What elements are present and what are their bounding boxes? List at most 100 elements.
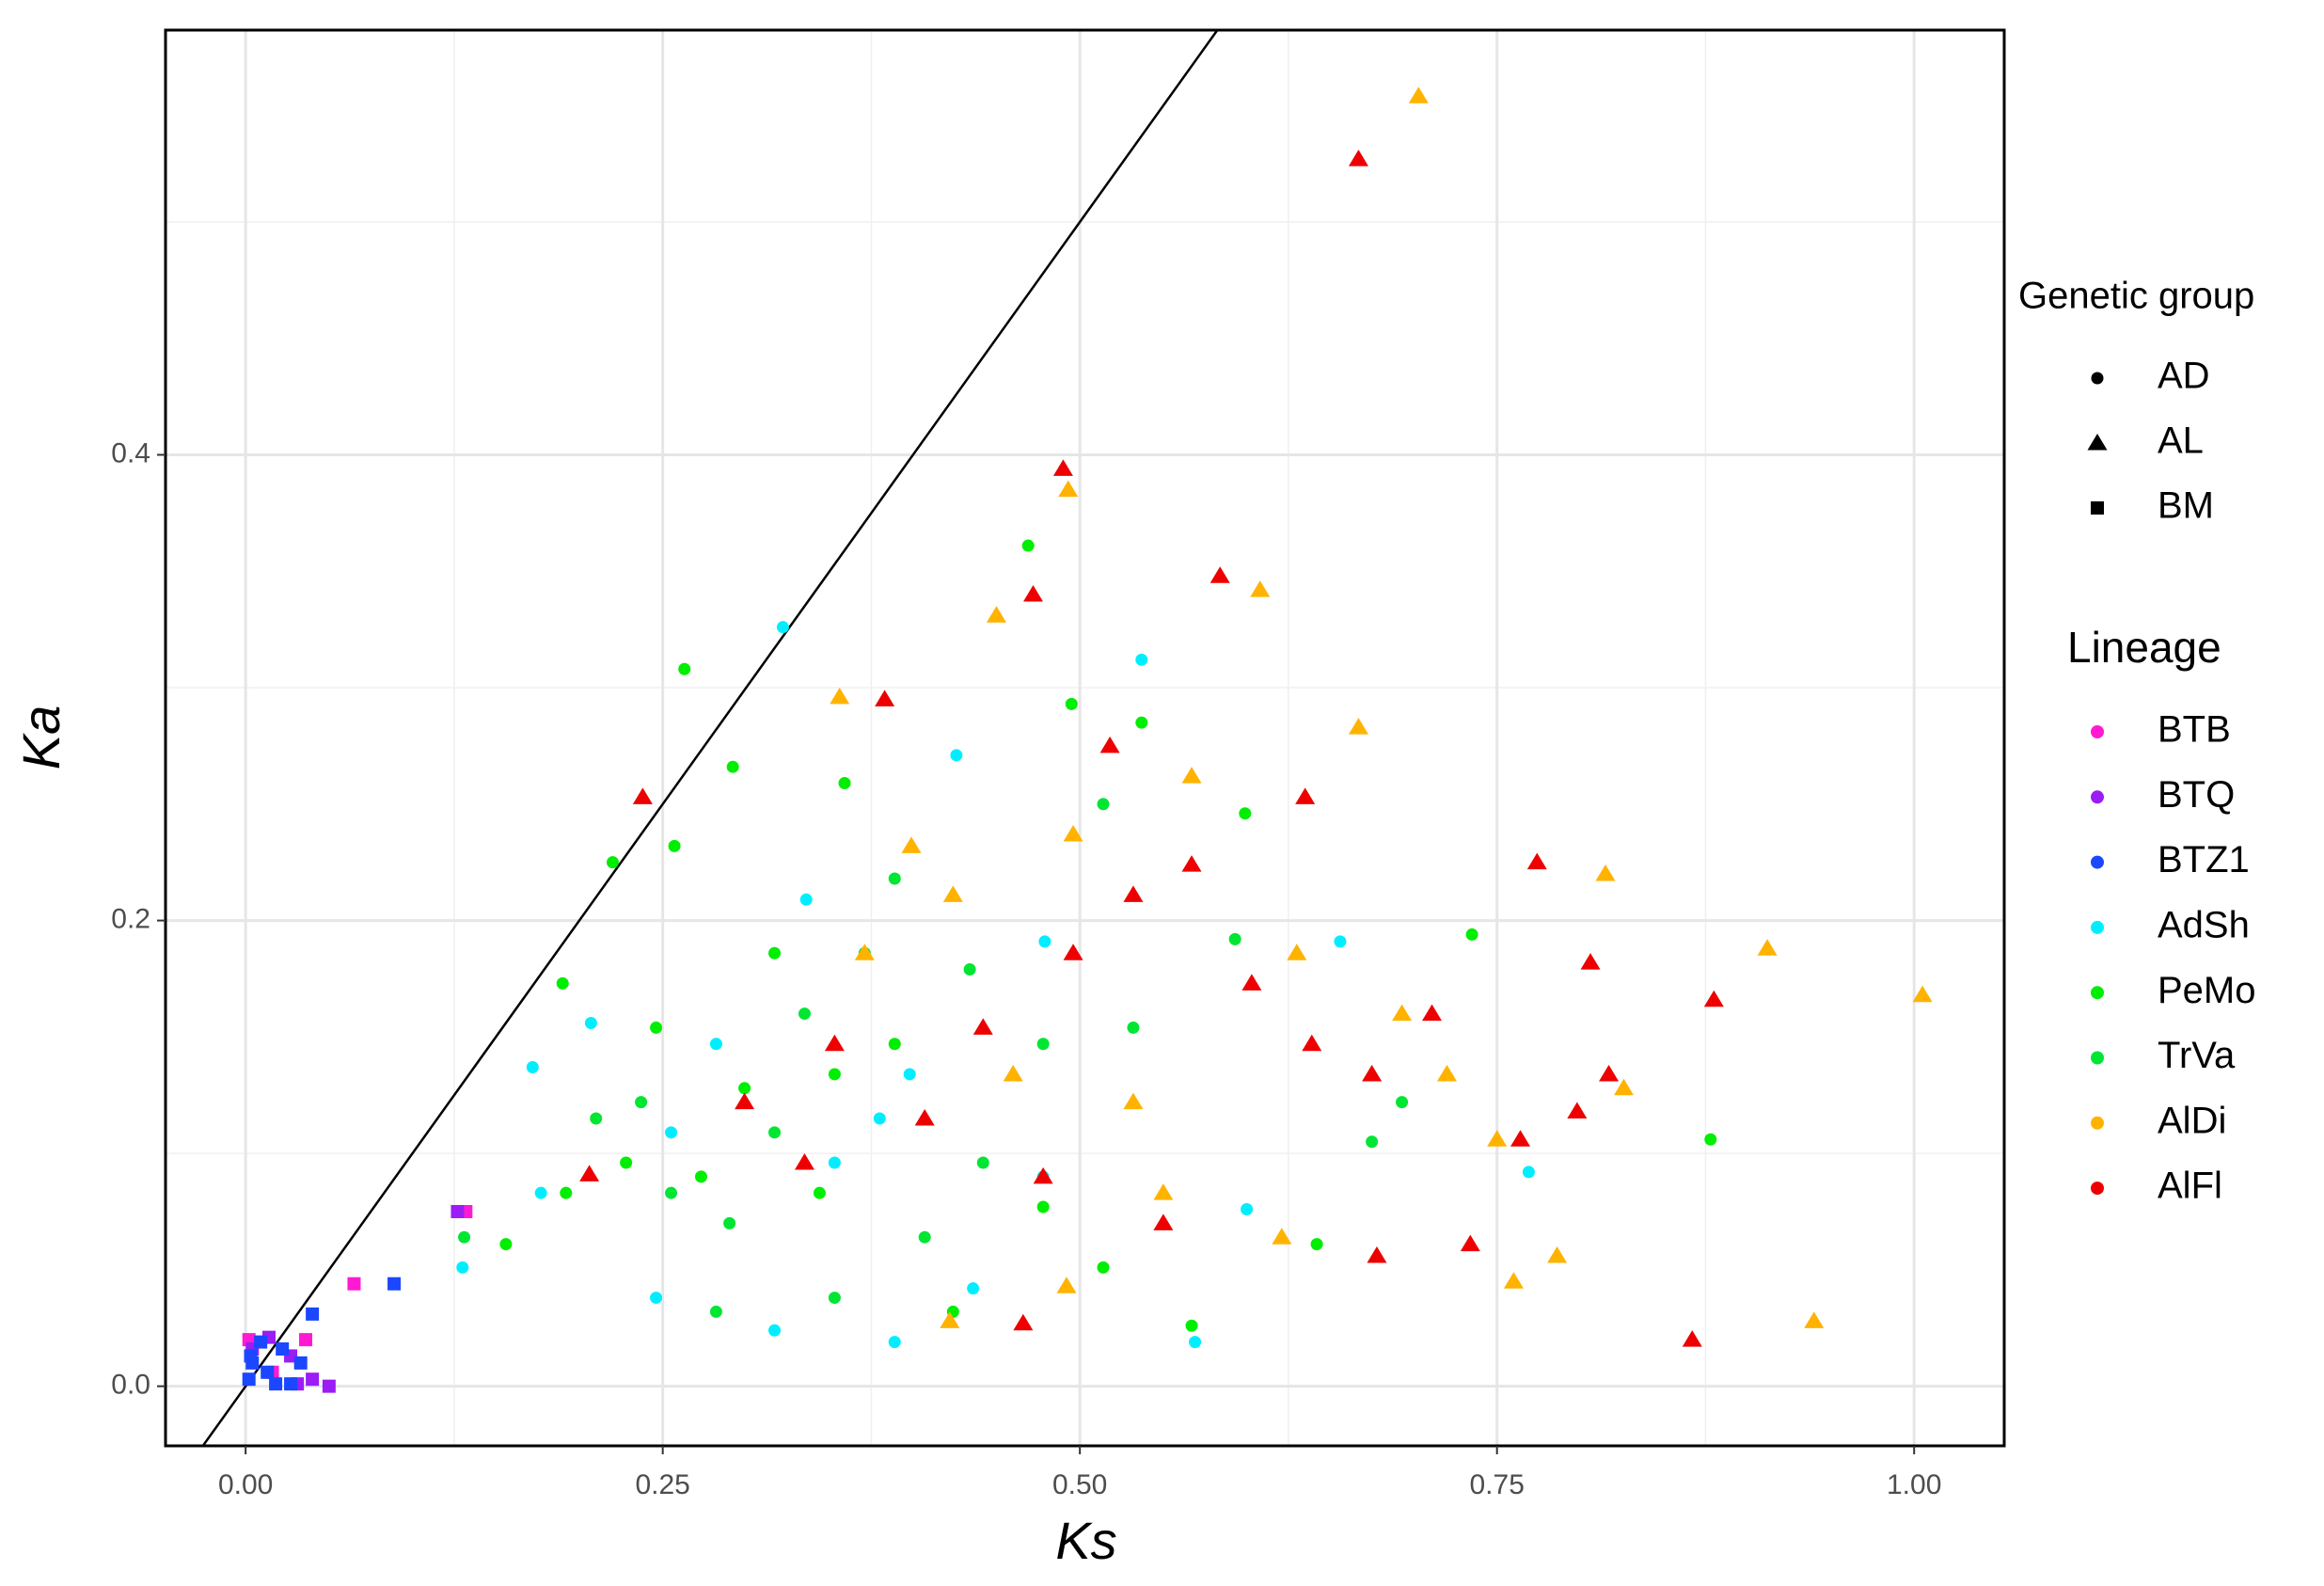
point bbox=[276, 1342, 290, 1356]
legend-symbol bbox=[2091, 725, 2104, 738]
x-tick-label: 0.00 bbox=[218, 1469, 273, 1500]
point bbox=[1912, 985, 1933, 1003]
legend-label: AlDi bbox=[2158, 1100, 2226, 1141]
legend-symbol bbox=[2091, 855, 2104, 869]
point bbox=[830, 687, 850, 705]
point bbox=[1189, 1336, 1202, 1349]
point bbox=[1097, 1261, 1110, 1274]
point bbox=[456, 1261, 469, 1274]
point bbox=[838, 777, 851, 790]
point bbox=[1250, 580, 1271, 597]
point bbox=[888, 1336, 901, 1349]
point bbox=[1703, 990, 1724, 1007]
point bbox=[1526, 852, 1547, 870]
point bbox=[1302, 1034, 1322, 1052]
point bbox=[1465, 928, 1478, 941]
legend-symbol bbox=[2087, 434, 2108, 451]
point bbox=[668, 839, 681, 852]
point bbox=[1065, 697, 1078, 710]
point bbox=[1366, 1135, 1379, 1149]
legend-label: AL bbox=[2158, 420, 2204, 462]
point bbox=[726, 760, 739, 773]
point bbox=[1241, 974, 1262, 991]
point bbox=[1013, 1313, 1034, 1331]
point bbox=[1567, 1102, 1588, 1119]
point bbox=[322, 1379, 336, 1393]
point bbox=[1063, 824, 1083, 842]
legend-symbol bbox=[2091, 1051, 2104, 1065]
point bbox=[1153, 1213, 1174, 1230]
point bbox=[1135, 716, 1148, 729]
point bbox=[1052, 459, 1073, 476]
point bbox=[768, 1126, 782, 1139]
point bbox=[451, 1204, 465, 1218]
point bbox=[918, 1230, 931, 1244]
point bbox=[888, 872, 901, 885]
point bbox=[735, 1092, 755, 1110]
point bbox=[813, 1186, 826, 1199]
legend-label: AdSh bbox=[2158, 904, 2250, 945]
reference-line bbox=[201, 30, 1219, 1446]
point bbox=[709, 1038, 722, 1051]
point bbox=[1181, 767, 1202, 784]
point bbox=[1522, 1166, 1535, 1179]
y-tick-label: 0.4 bbox=[111, 437, 150, 468]
point bbox=[665, 1126, 678, 1139]
point bbox=[1310, 1238, 1323, 1251]
point bbox=[1239, 807, 1252, 820]
point bbox=[606, 856, 619, 869]
point bbox=[1058, 480, 1079, 498]
legend-symbol bbox=[2091, 372, 2104, 385]
point bbox=[738, 1082, 751, 1095]
point bbox=[1599, 1064, 1620, 1082]
legend-label: AlFl bbox=[2158, 1166, 2222, 1207]
point bbox=[794, 1153, 814, 1170]
point bbox=[678, 662, 691, 675]
point bbox=[768, 946, 782, 960]
legend-label: BTQ bbox=[2158, 774, 2235, 816]
y-tick-label: 0.0 bbox=[111, 1370, 150, 1401]
point bbox=[1348, 718, 1368, 735]
point bbox=[986, 606, 1006, 623]
point bbox=[261, 1365, 275, 1379]
point bbox=[1422, 1004, 1443, 1022]
plot-area bbox=[201, 30, 1933, 1446]
point bbox=[284, 1377, 298, 1391]
point bbox=[940, 1311, 960, 1328]
point bbox=[1436, 1064, 1457, 1082]
point bbox=[798, 1007, 811, 1021]
point bbox=[723, 1216, 736, 1229]
point bbox=[650, 1021, 663, 1034]
point bbox=[269, 1377, 283, 1391]
legend-symbol bbox=[2091, 1182, 2104, 1196]
point bbox=[1460, 1234, 1480, 1252]
point bbox=[1181, 855, 1202, 872]
point bbox=[1036, 1200, 1050, 1213]
point bbox=[254, 1335, 268, 1349]
point bbox=[972, 1018, 993, 1035]
point bbox=[665, 1186, 678, 1199]
plot-border bbox=[164, 28, 2006, 1448]
point bbox=[768, 1324, 782, 1337]
point bbox=[1209, 566, 1230, 583]
point bbox=[1408, 87, 1429, 103]
x-tick-label: 1.00 bbox=[1887, 1469, 1941, 1500]
point bbox=[1547, 1246, 1568, 1263]
point bbox=[1487, 1130, 1508, 1147]
legend-label: BTZ1 bbox=[2158, 839, 2250, 880]
point bbox=[776, 621, 789, 634]
point bbox=[1804, 1311, 1825, 1328]
legend-label: TrVa bbox=[2158, 1035, 2236, 1076]
point bbox=[584, 1016, 597, 1029]
grid bbox=[166, 30, 2004, 1446]
point bbox=[950, 749, 963, 762]
x-tick-label: 0.25 bbox=[635, 1469, 689, 1500]
point bbox=[1287, 944, 1307, 960]
point bbox=[901, 836, 922, 853]
point bbox=[888, 1038, 901, 1051]
point bbox=[1123, 885, 1144, 902]
point bbox=[1272, 1228, 1292, 1245]
point bbox=[534, 1186, 547, 1199]
